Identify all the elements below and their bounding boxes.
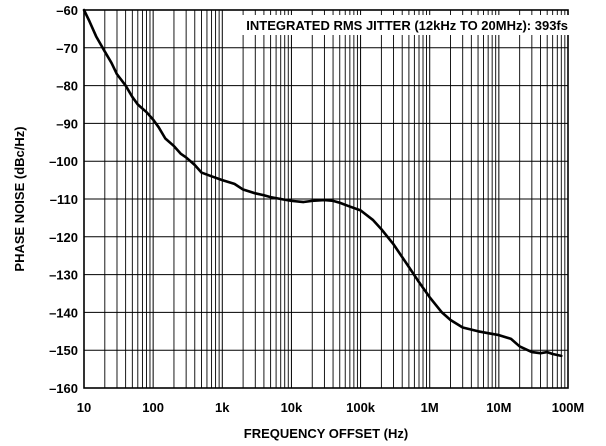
x-tick-label: 1M xyxy=(421,400,439,415)
jitter-annotation: INTEGRATED RMS JITTER (12kHz TO 20MHz): … xyxy=(246,18,568,33)
x-axis-title: FREQUENCY OFFSET (Hz) xyxy=(244,426,408,441)
x-tick-label: 1k xyxy=(215,400,230,415)
x-tick-label: 100k xyxy=(346,400,376,415)
phase-noise-trace xyxy=(82,8,563,358)
y-tick-label: –70 xyxy=(56,41,78,56)
y-tick-label: –160 xyxy=(49,381,78,396)
x-tick-label: 10 xyxy=(77,400,91,415)
annotation-background xyxy=(241,15,573,35)
y-tick-label: –130 xyxy=(49,268,78,283)
y-axis-title: PHASE NOISE (dBc/Hz) xyxy=(12,126,27,271)
x-tick-labels: 10 100 1k 10k 100k 1M 10M 100M xyxy=(77,400,585,415)
x-tick-label: 100 xyxy=(142,400,164,415)
y-tick-label: –100 xyxy=(49,154,78,169)
plot-frame xyxy=(83,9,569,389)
y-tick-label: –80 xyxy=(56,79,78,94)
y-tick-label: –150 xyxy=(49,343,78,358)
y-tick-label: –120 xyxy=(49,230,78,245)
y-tick-labels: –60 –70 –80 –90 –100 –110 –120 –130 –140 –150 –160 xyxy=(49,3,78,396)
x-tick-label: 100M xyxy=(552,400,585,415)
y-tick-label: –90 xyxy=(56,116,78,131)
x-tick-label: 10k xyxy=(281,400,303,415)
y-tick-label: –110 xyxy=(50,192,78,207)
y-tick-label: –60 xyxy=(56,3,78,18)
y-tick-label: –140 xyxy=(49,305,78,320)
x-tick-label: 10M xyxy=(486,400,511,415)
